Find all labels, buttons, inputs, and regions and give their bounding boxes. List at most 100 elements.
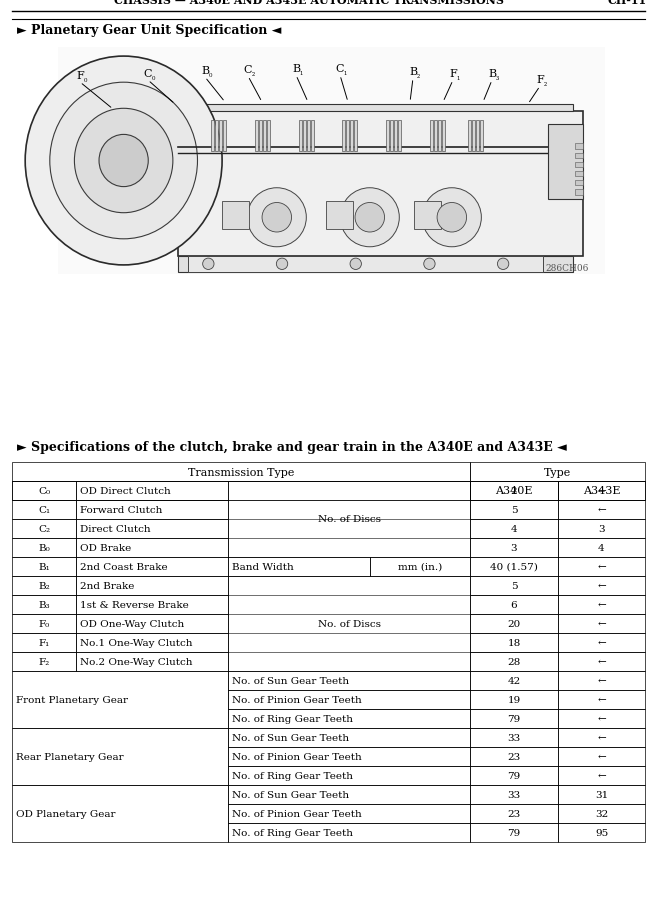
Bar (76, 652, 228, 671)
Bar (222, 202, 250, 229)
Circle shape (340, 189, 399, 247)
Bar (558, 709, 645, 728)
Bar (76, 633, 228, 652)
Text: 40 (1.57): 40 (1.57) (490, 562, 538, 571)
Text: ₀: ₀ (151, 74, 154, 82)
Bar (558, 747, 645, 766)
Bar (470, 728, 558, 747)
Bar (472, 121, 475, 152)
Text: ←: ← (597, 752, 606, 761)
Text: No. of Ring Gear Teeth: No. of Ring Gear Teeth (232, 828, 353, 837)
Bar (476, 121, 479, 152)
Bar (558, 690, 645, 709)
Bar (76, 614, 228, 633)
Ellipse shape (25, 57, 222, 265)
Text: B: B (409, 67, 417, 77)
Bar (575, 153, 583, 159)
Text: B₂: B₂ (38, 582, 50, 590)
Bar (299, 121, 302, 152)
Bar (12, 671, 228, 728)
Bar (223, 121, 226, 152)
Bar (12, 501, 76, 520)
Bar (470, 690, 558, 709)
Bar (558, 576, 645, 595)
Bar (470, 576, 558, 595)
Text: ₀: ₀ (208, 71, 212, 78)
Text: B₁: B₁ (38, 562, 50, 571)
Text: 3: 3 (510, 543, 517, 552)
Text: B: B (488, 69, 496, 78)
Text: ←: ← (597, 658, 606, 667)
Bar (350, 121, 353, 152)
Bar (575, 189, 583, 196)
Text: ←: ← (597, 582, 606, 590)
Text: No.1 One-Way Clutch: No.1 One-Way Clutch (80, 639, 193, 648)
Bar (76, 595, 228, 614)
Text: ←: ← (597, 639, 606, 648)
Bar (548, 125, 583, 200)
Bar (228, 747, 470, 766)
Text: 33: 33 (507, 733, 520, 742)
Bar (558, 633, 645, 652)
Text: 3: 3 (598, 524, 605, 533)
Bar (76, 557, 228, 576)
Bar (470, 652, 558, 671)
Text: F: F (76, 71, 84, 81)
Bar (470, 633, 558, 652)
Bar (470, 520, 558, 538)
Bar (434, 121, 437, 152)
Text: ←: ← (597, 505, 606, 514)
Text: ←: ← (597, 620, 606, 629)
Bar (259, 121, 262, 152)
Text: 6: 6 (510, 601, 517, 610)
Text: 79: 79 (507, 771, 520, 780)
Text: No. of Sun Gear Teeth: No. of Sun Gear Teeth (232, 790, 349, 799)
Bar (558, 538, 645, 557)
Bar (255, 121, 258, 152)
Bar (558, 785, 645, 804)
Text: No. of Discs: No. of Discs (317, 620, 380, 629)
Ellipse shape (99, 135, 148, 188)
Bar (228, 482, 470, 557)
Bar (228, 728, 470, 747)
Bar (12, 595, 76, 614)
Text: Type: Type (544, 467, 571, 477)
Bar (575, 180, 583, 187)
Text: No. of Ring Gear Teeth: No. of Ring Gear Teeth (232, 771, 353, 780)
Bar (470, 501, 558, 520)
Text: No. of Sun Gear Teeth: No. of Sun Gear Teeth (232, 676, 349, 686)
Bar (58, 48, 605, 275)
Bar (470, 785, 558, 804)
Text: Front Planetary Gear: Front Planetary Gear (16, 695, 128, 704)
Text: 79: 79 (507, 714, 520, 723)
Bar (12, 633, 76, 652)
Circle shape (355, 203, 384, 233)
Text: ←: ← (597, 733, 606, 742)
Bar (76, 538, 228, 557)
Bar (470, 595, 558, 614)
Text: ₂: ₂ (543, 80, 547, 87)
Text: OD One-Way Clutch: OD One-Way Clutch (80, 620, 184, 629)
Bar (76, 576, 228, 595)
Text: ←: ← (597, 562, 606, 571)
Text: 95: 95 (595, 828, 608, 837)
Text: CH-11: CH-11 (608, 0, 647, 6)
Text: B: B (201, 66, 209, 76)
Text: F: F (536, 75, 544, 85)
Text: A340E: A340E (495, 486, 533, 496)
Bar (12, 614, 76, 633)
Circle shape (497, 259, 509, 271)
Text: mm (in.): mm (in.) (398, 562, 442, 571)
Circle shape (247, 189, 306, 247)
Bar (76, 520, 228, 538)
Text: C: C (144, 69, 152, 78)
Bar (228, 557, 370, 576)
Bar (346, 121, 350, 152)
Bar (470, 671, 558, 690)
Text: 4: 4 (598, 543, 605, 552)
Text: 33: 33 (507, 790, 520, 799)
Text: B₃: B₃ (38, 601, 50, 610)
Bar (470, 709, 558, 728)
Bar (558, 766, 645, 785)
Text: ₁: ₁ (300, 69, 303, 77)
